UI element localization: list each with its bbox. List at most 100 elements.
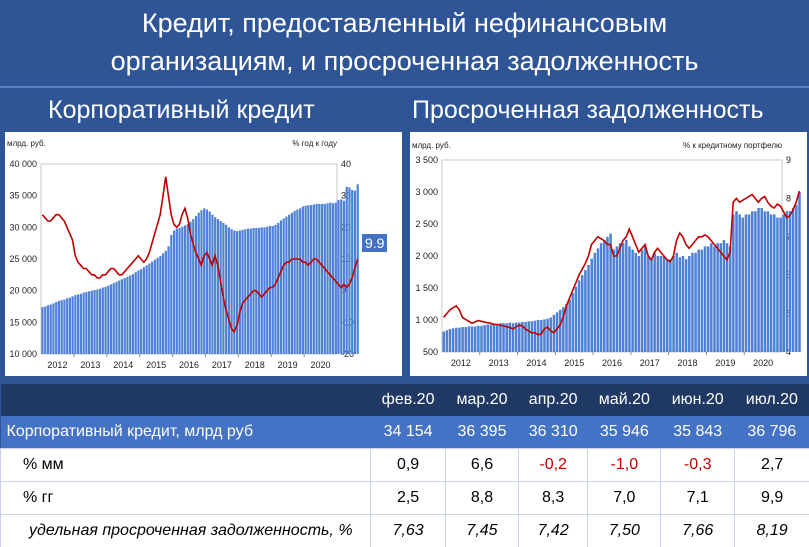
x-tick-label: 2017 [640,358,660,368]
y-left-tick-label: 25 000 [9,254,37,264]
x-tick-label: 2016 [179,360,199,370]
bar [635,253,638,352]
bar [337,200,339,354]
bar [126,277,128,354]
bar [41,307,43,354]
table-cell: 6,6 [446,449,519,482]
latest-yoy-callout: 9.9 [362,234,387,252]
bar [214,217,216,354]
bar [280,220,282,354]
bar [480,326,483,352]
bar [732,214,735,352]
bar [236,231,238,354]
bar [288,215,290,354]
page-title: Кредит, предоставленный нефинансовым орг… [0,0,809,84]
bar [638,256,641,352]
bar [490,324,493,352]
bar [357,184,359,354]
bar [442,332,445,352]
bar [616,246,619,352]
bar [225,225,227,354]
bar [587,265,590,352]
bar [96,289,98,354]
bar [88,291,90,354]
bar [302,206,304,354]
bar [518,323,521,352]
table-cell: 0,9 [371,449,446,482]
bar [157,258,159,354]
bar [104,287,106,354]
bar [326,203,328,354]
bar [594,253,597,352]
bar [619,243,622,352]
bar [189,222,191,354]
bar [641,250,644,352]
y-right-label: % год к году [292,139,337,148]
x-tick-label: 2018 [678,358,698,368]
right-chart-heading: Просроченная задолженность [412,94,763,126]
bar [650,259,653,352]
bar [99,289,101,354]
y-left-tick-label: 35 000 [9,191,37,201]
table-cell: 34 154 [371,416,446,449]
bar [151,262,153,354]
bar [679,257,682,352]
bar [754,211,757,352]
bar [148,263,150,354]
row-label: удельная просроченная задолженность, % [1,515,371,547]
bar [258,228,260,354]
bar [146,265,148,354]
bar [187,224,189,354]
bar [653,253,656,352]
bar [786,211,789,352]
bar [584,270,587,352]
bar [748,214,751,352]
table-cell: -1,0 [588,449,661,482]
month-header: апр.20 [518,384,588,416]
table-cell: 36 796 [735,416,809,449]
bar [776,218,779,352]
bar [745,214,748,352]
y-left-tick-label: 1 000 [415,315,438,325]
table-cell: 7,42 [518,515,588,547]
bar [307,205,309,354]
bar [132,274,134,354]
x-tick-label: 2014 [113,360,133,370]
bar [110,284,112,354]
y-left-label: млрд. руб. [7,139,46,148]
bar [135,272,137,354]
table-corner [1,384,371,416]
table-cell: -0,3 [661,449,735,482]
table-cell: 7,0 [588,482,661,515]
y-left-tick-label: 40 000 [9,159,37,169]
bar [72,296,74,354]
bar [50,305,52,354]
x-tick-label: 2012 [451,358,471,368]
bar [91,291,93,354]
bar [757,208,760,352]
table-cell: 8,8 [446,482,519,515]
table-cell: 2,7 [735,449,809,482]
bar [675,253,678,352]
bar [644,246,647,352]
bar [315,204,317,354]
bar [496,324,499,352]
bar [773,214,776,352]
bar [47,305,49,354]
bar [77,294,79,354]
bar [250,229,252,354]
bar [691,253,694,352]
bar [299,208,301,354]
bar [58,301,60,354]
x-tick-label: 2014 [526,358,546,368]
bar [55,302,57,354]
bar [137,270,139,354]
table-cell: 7,45 [446,515,519,547]
bar [217,219,219,354]
bar [239,231,241,355]
bar [572,293,575,352]
month-header: июл.20 [735,384,809,416]
bar [244,229,246,354]
